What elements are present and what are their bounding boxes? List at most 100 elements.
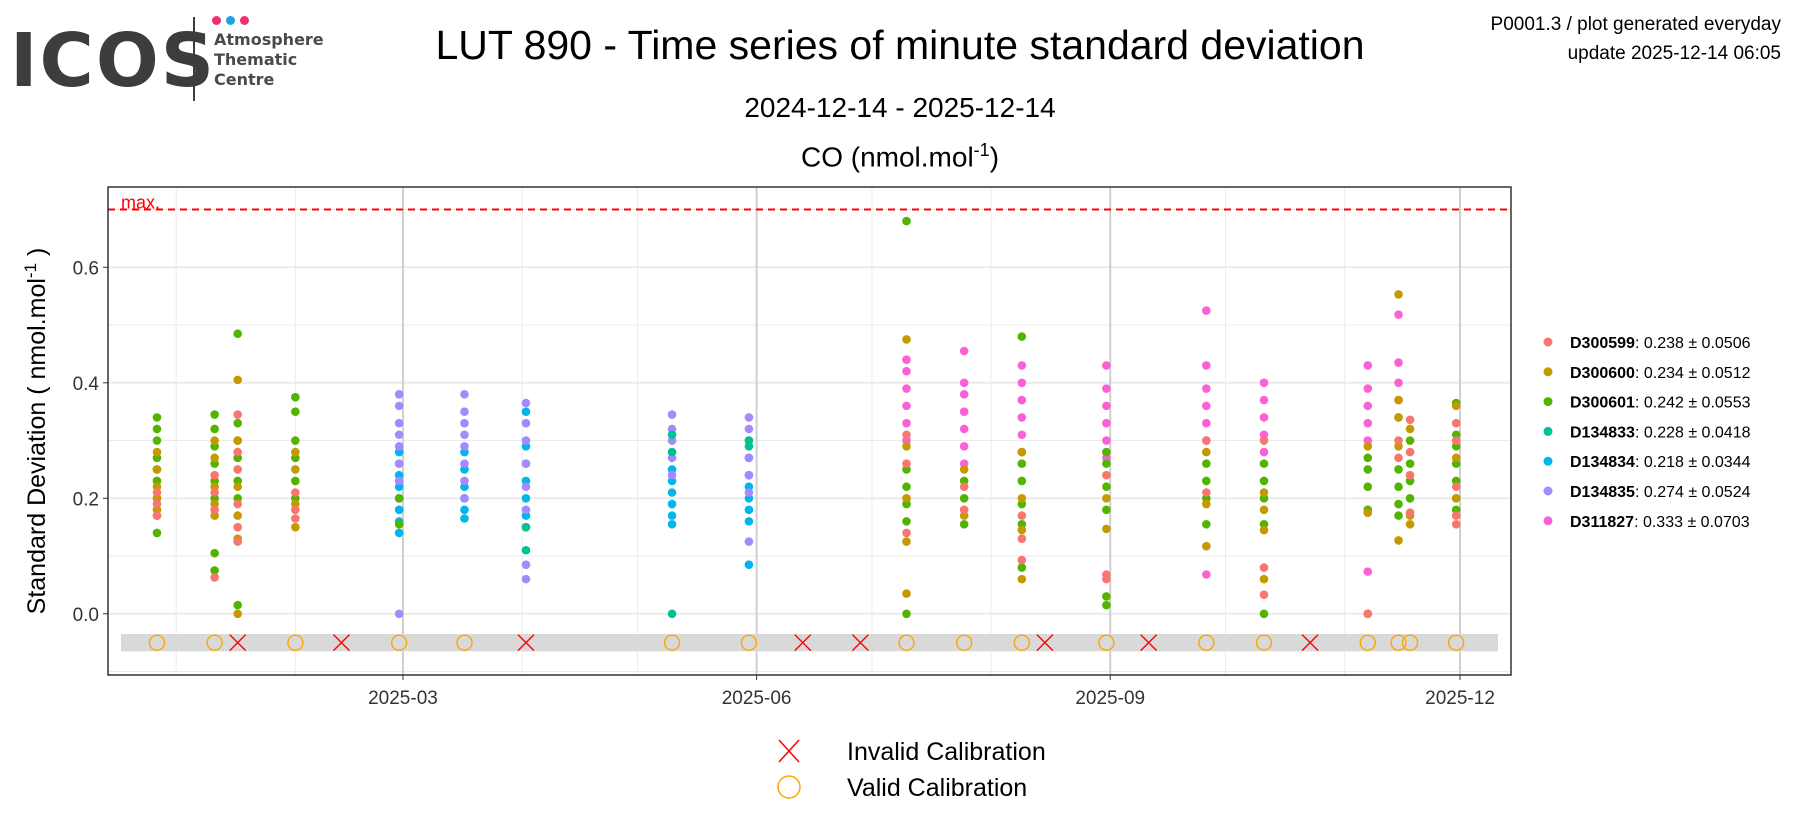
data-point-d134835 bbox=[460, 493, 469, 503]
y-tick-label: 0.0 bbox=[73, 605, 99, 626]
data-point-d300600 bbox=[233, 436, 242, 445]
data-point-d300601 bbox=[1202, 459, 1211, 468]
data-point-d300600 bbox=[1405, 424, 1415, 434]
data-point-d300601 bbox=[1202, 476, 1211, 486]
data-point-d300601 bbox=[1017, 332, 1027, 341]
data-point-d311827 bbox=[1259, 447, 1269, 457]
data-point-d300600 bbox=[1451, 401, 1461, 411]
logo-sub-line: Thematic bbox=[214, 50, 298, 69]
data-point-d134833 bbox=[667, 447, 677, 457]
data-point-d134834 bbox=[667, 499, 677, 509]
data-point-d134833 bbox=[521, 545, 531, 555]
logo-dot-3 bbox=[240, 16, 249, 25]
legend-key-d300600 bbox=[1543, 367, 1553, 377]
data-point-d300600 bbox=[902, 493, 911, 503]
data-point-d300599 bbox=[1451, 418, 1461, 428]
data-point-d134835 bbox=[744, 488, 754, 497]
data-point-d300601 bbox=[1259, 476, 1269, 486]
invalid-calibration-marker bbox=[851, 634, 869, 652]
data-point-d300601 bbox=[1102, 505, 1111, 515]
legend-entry: D134833: 0.228 ± 0.0418 bbox=[1570, 424, 1751, 441]
data-point-d300600 bbox=[291, 522, 300, 532]
data-point-d300599 bbox=[1405, 508, 1415, 518]
logo-dot-2 bbox=[226, 16, 235, 25]
data-point-d134835 bbox=[394, 459, 404, 468]
valid-calibration-marker bbox=[1359, 634, 1376, 651]
data-point-d134835 bbox=[521, 574, 531, 584]
legend-key-d134833 bbox=[1543, 426, 1553, 436]
data-point-d300601 bbox=[1102, 592, 1111, 601]
data-point-d300600 bbox=[1017, 574, 1027, 584]
invalid-calibration-marker bbox=[1140, 634, 1158, 652]
data-point-d311827 bbox=[1102, 436, 1111, 445]
data-point-d300599 bbox=[1102, 470, 1111, 480]
data-point-d300600 bbox=[210, 436, 219, 445]
data-point-d300599 bbox=[1017, 534, 1027, 544]
data-point-d300599 bbox=[210, 505, 219, 515]
update-time-text: update 2025-12-14 06:05 bbox=[1567, 43, 1781, 64]
data-point-d300601 bbox=[210, 566, 219, 575]
data-point-d134835 bbox=[394, 418, 404, 428]
data-point-d311827 bbox=[1259, 378, 1269, 388]
x-tick-label: 2025-06 bbox=[722, 688, 792, 709]
valid-calibration-marker bbox=[740, 634, 758, 651]
data-point-d300600 bbox=[1363, 442, 1373, 451]
invalid-calibration-marker bbox=[229, 634, 247, 652]
date-range: 2024-12-14 - 2025-12-14 bbox=[744, 92, 1056, 123]
data-point-d300599 bbox=[1259, 436, 1269, 445]
data-point-d300600 bbox=[233, 511, 242, 520]
legend-invalid-icon bbox=[778, 739, 800, 763]
data-point-d300601 bbox=[210, 424, 219, 434]
data-point-d300599 bbox=[1017, 555, 1027, 565]
invalid-calibration-marker bbox=[1036, 634, 1054, 652]
data-point-d134835 bbox=[744, 537, 754, 546]
valid-calibration-marker bbox=[287, 634, 304, 651]
data-point-d311827 bbox=[1202, 384, 1211, 393]
legend-entry: D311827: 0.333 ± 0.0703 bbox=[1570, 514, 1750, 531]
data-point-d300600 bbox=[1451, 453, 1461, 463]
data-point-d311827 bbox=[1202, 570, 1211, 579]
legend-key-d300601 bbox=[1543, 397, 1553, 407]
data-point-d134835 bbox=[394, 390, 404, 399]
data-point-d134835 bbox=[521, 436, 531, 445]
data-point-d300601 bbox=[1102, 482, 1111, 492]
data-point-d311827 bbox=[902, 366, 911, 376]
data-point-d300601 bbox=[902, 216, 911, 226]
data-point-d300601 bbox=[1394, 511, 1403, 520]
legend-entry: D300601: 0.242 ± 0.0553 bbox=[1570, 395, 1751, 412]
data-point-d300599 bbox=[291, 505, 300, 515]
data-point-d311827 bbox=[1017, 361, 1027, 370]
data-point-d300599 bbox=[1405, 470, 1415, 480]
data-point-d300599 bbox=[1405, 415, 1415, 425]
data-point-d300601 bbox=[291, 436, 300, 445]
data-point-d134834 bbox=[521, 407, 531, 416]
data-point-d300601 bbox=[1394, 482, 1403, 492]
data-point-d300600 bbox=[233, 375, 242, 385]
data-point-d300601 bbox=[902, 482, 911, 492]
data-point-d300601 bbox=[291, 476, 300, 486]
data-point-d311827 bbox=[1102, 361, 1111, 370]
data-point-d311827 bbox=[902, 401, 911, 411]
data-point-d300601 bbox=[1017, 459, 1027, 468]
data-point-d300599 bbox=[1259, 590, 1269, 600]
data-point-d300600 bbox=[902, 335, 911, 344]
data-point-d134835 bbox=[521, 398, 531, 408]
x-tick-label: 2025-12 bbox=[1425, 688, 1495, 709]
data-point-d134835 bbox=[667, 470, 677, 480]
chart-title: LUT 890 - Time series of minute standard… bbox=[435, 22, 1365, 68]
data-point-d300599 bbox=[291, 488, 300, 497]
data-point-d300599 bbox=[959, 482, 969, 492]
data-point-d300599 bbox=[1102, 570, 1111, 579]
data-point-d300601 bbox=[291, 407, 300, 416]
data-point-d134835 bbox=[521, 560, 531, 569]
data-point-d300600 bbox=[233, 482, 242, 492]
data-point-d311827 bbox=[1202, 418, 1211, 428]
data-point-d300601 bbox=[1102, 447, 1111, 457]
plot-id-text: P0001.3 / plot generated everyday bbox=[1490, 14, 1781, 35]
valid-calibration-marker bbox=[898, 634, 915, 651]
data-point-d300600 bbox=[1405, 519, 1415, 529]
data-point-d300600 bbox=[959, 465, 969, 474]
data-point-d300599 bbox=[233, 447, 242, 457]
data-point-d300601 bbox=[959, 493, 969, 503]
data-point-d134833 bbox=[744, 436, 754, 445]
